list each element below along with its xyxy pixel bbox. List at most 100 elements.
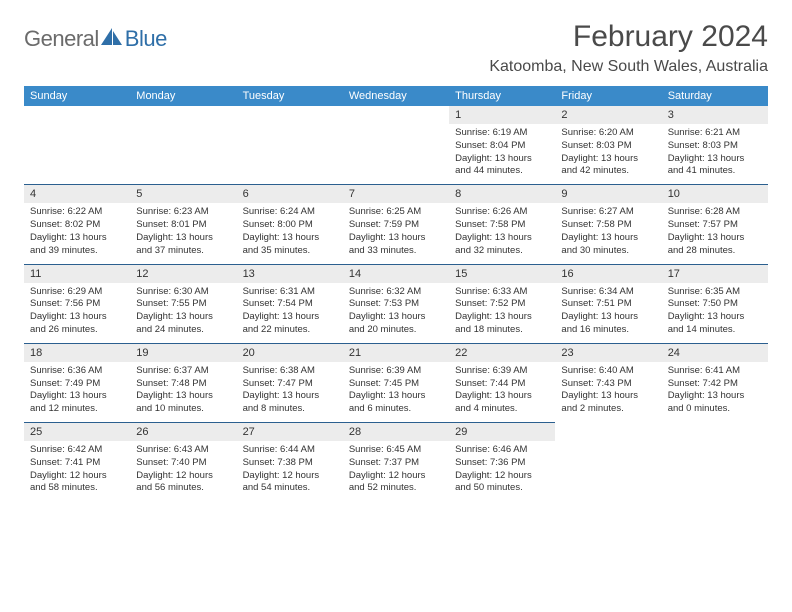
weekday-header: Saturday [662,86,768,106]
sunset-text: Sunset: 7:58 PM [561,219,655,232]
day-details: Sunrise: 6:41 AMSunset: 7:42 PMDaylight:… [662,362,768,422]
day-number [555,422,661,440]
day-details: Sunrise: 6:27 AMSunset: 7:58 PMDaylight:… [555,203,661,263]
daylight-text: Daylight: 13 hours and 8 minutes. [243,390,337,416]
day-number: 9 [555,184,661,203]
sunset-text: Sunset: 8:01 PM [136,219,230,232]
calendar-cell: 1Sunrise: 6:19 AMSunset: 8:04 PMDaylight… [449,106,555,184]
sunrise-text: Sunrise: 6:30 AM [136,286,230,299]
calendar-cell: 16Sunrise: 6:34 AMSunset: 7:51 PMDayligh… [555,264,661,343]
sunrise-text: Sunrise: 6:24 AM [243,206,337,219]
header-right: February 2024 Katoomba, New South Wales,… [489,20,768,76]
daylight-text: Daylight: 13 hours and 0 minutes. [668,390,762,416]
sunset-text: Sunset: 7:56 PM [30,298,124,311]
page-header: General Blue February 2024 Katoomba, New… [24,20,768,76]
sunset-text: Sunset: 7:54 PM [243,298,337,311]
daylight-text: Daylight: 13 hours and 26 minutes. [30,311,124,337]
daylight-text: Daylight: 13 hours and 32 minutes. [455,232,549,258]
day-number: 4 [24,184,130,203]
brand-blue: Blue [125,26,167,52]
daylight-text: Daylight: 13 hours and 41 minutes. [668,153,762,179]
calendar-cell: 20Sunrise: 6:38 AMSunset: 7:47 PMDayligh… [237,343,343,422]
sunset-text: Sunset: 7:57 PM [668,219,762,232]
day-details: Sunrise: 6:20 AMSunset: 8:03 PMDaylight:… [555,124,661,184]
sunrise-text: Sunrise: 6:43 AM [136,444,230,457]
calendar-week: 1Sunrise: 6:19 AMSunset: 8:04 PMDaylight… [24,106,768,184]
page-title: February 2024 [489,20,768,54]
weekday-header: Monday [130,86,236,106]
sunrise-text: Sunrise: 6:44 AM [243,444,337,457]
calendar-cell: 15Sunrise: 6:33 AMSunset: 7:52 PMDayligh… [449,264,555,343]
day-details: Sunrise: 6:36 AMSunset: 7:49 PMDaylight:… [24,362,130,422]
daylight-text: Daylight: 12 hours and 56 minutes. [136,470,230,496]
calendar-cell [662,422,768,501]
day-details: Sunrise: 6:39 AMSunset: 7:45 PMDaylight:… [343,362,449,422]
calendar-cell: 28Sunrise: 6:45 AMSunset: 7:37 PMDayligh… [343,422,449,501]
day-details [662,440,768,496]
sunrise-text: Sunrise: 6:37 AM [136,365,230,378]
daylight-text: Daylight: 12 hours and 54 minutes. [243,470,337,496]
sunrise-text: Sunrise: 6:33 AM [455,286,549,299]
calendar-cell: 22Sunrise: 6:39 AMSunset: 7:44 PMDayligh… [449,343,555,422]
day-details: Sunrise: 6:21 AMSunset: 8:03 PMDaylight:… [662,124,768,184]
sunset-text: Sunset: 7:59 PM [349,219,443,232]
day-number: 12 [130,264,236,283]
day-details: Sunrise: 6:38 AMSunset: 7:47 PMDaylight:… [237,362,343,422]
day-details: Sunrise: 6:23 AMSunset: 8:01 PMDaylight:… [130,203,236,263]
sunset-text: Sunset: 7:37 PM [349,457,443,470]
day-details [130,124,236,180]
calendar-cell: 24Sunrise: 6:41 AMSunset: 7:42 PMDayligh… [662,343,768,422]
calendar-cell [237,106,343,184]
calendar-cell: 4Sunrise: 6:22 AMSunset: 8:02 PMDaylight… [24,184,130,263]
brand-sail-icon [101,28,123,51]
day-number [662,422,768,440]
day-number: 28 [343,422,449,441]
daylight-text: Daylight: 13 hours and 24 minutes. [136,311,230,337]
day-details: Sunrise: 6:35 AMSunset: 7:50 PMDaylight:… [662,283,768,343]
calendar-cell: 9Sunrise: 6:27 AMSunset: 7:58 PMDaylight… [555,184,661,263]
calendar-week: 25Sunrise: 6:42 AMSunset: 7:41 PMDayligh… [24,422,768,501]
sunrise-text: Sunrise: 6:38 AM [243,365,337,378]
day-number: 11 [24,264,130,283]
day-details: Sunrise: 6:46 AMSunset: 7:36 PMDaylight:… [449,441,555,501]
daylight-text: Daylight: 13 hours and 20 minutes. [349,311,443,337]
daylight-text: Daylight: 12 hours and 50 minutes. [455,470,549,496]
day-number: 21 [343,343,449,362]
day-details: Sunrise: 6:37 AMSunset: 7:48 PMDaylight:… [130,362,236,422]
calendar-cell: 7Sunrise: 6:25 AMSunset: 7:59 PMDaylight… [343,184,449,263]
day-details [237,124,343,180]
sunset-text: Sunset: 7:40 PM [136,457,230,470]
day-details: Sunrise: 6:33 AMSunset: 7:52 PMDaylight:… [449,283,555,343]
sunset-text: Sunset: 7:49 PM [30,378,124,391]
daylight-text: Daylight: 13 hours and 39 minutes. [30,232,124,258]
weekday-header: Friday [555,86,661,106]
day-number: 29 [449,422,555,441]
sunrise-text: Sunrise: 6:32 AM [349,286,443,299]
daylight-text: Daylight: 13 hours and 12 minutes. [30,390,124,416]
day-number: 8 [449,184,555,203]
calendar-week: 11Sunrise: 6:29 AMSunset: 7:56 PMDayligh… [24,264,768,343]
day-details: Sunrise: 6:42 AMSunset: 7:41 PMDaylight:… [24,441,130,501]
sunset-text: Sunset: 8:03 PM [561,140,655,153]
calendar-table: Sunday Monday Tuesday Wednesday Thursday… [24,86,768,501]
calendar-cell: 10Sunrise: 6:28 AMSunset: 7:57 PMDayligh… [662,184,768,263]
daylight-text: Daylight: 13 hours and 33 minutes. [349,232,443,258]
day-details: Sunrise: 6:29 AMSunset: 7:56 PMDaylight:… [24,283,130,343]
day-number [343,106,449,124]
day-number: 5 [130,184,236,203]
day-number: 2 [555,106,661,124]
daylight-text: Daylight: 13 hours and 18 minutes. [455,311,549,337]
sunrise-text: Sunrise: 6:42 AM [30,444,124,457]
sunrise-text: Sunrise: 6:35 AM [668,286,762,299]
sunrise-text: Sunrise: 6:39 AM [455,365,549,378]
day-details: Sunrise: 6:34 AMSunset: 7:51 PMDaylight:… [555,283,661,343]
sunrise-text: Sunrise: 6:46 AM [455,444,549,457]
day-details: Sunrise: 6:26 AMSunset: 7:58 PMDaylight:… [449,203,555,263]
day-number [24,106,130,124]
calendar-cell: 25Sunrise: 6:42 AMSunset: 7:41 PMDayligh… [24,422,130,501]
day-details: Sunrise: 6:28 AMSunset: 7:57 PMDaylight:… [662,203,768,263]
calendar-cell: 29Sunrise: 6:46 AMSunset: 7:36 PMDayligh… [449,422,555,501]
daylight-text: Daylight: 13 hours and 4 minutes. [455,390,549,416]
day-details: Sunrise: 6:30 AMSunset: 7:55 PMDaylight:… [130,283,236,343]
day-details: Sunrise: 6:44 AMSunset: 7:38 PMDaylight:… [237,441,343,501]
